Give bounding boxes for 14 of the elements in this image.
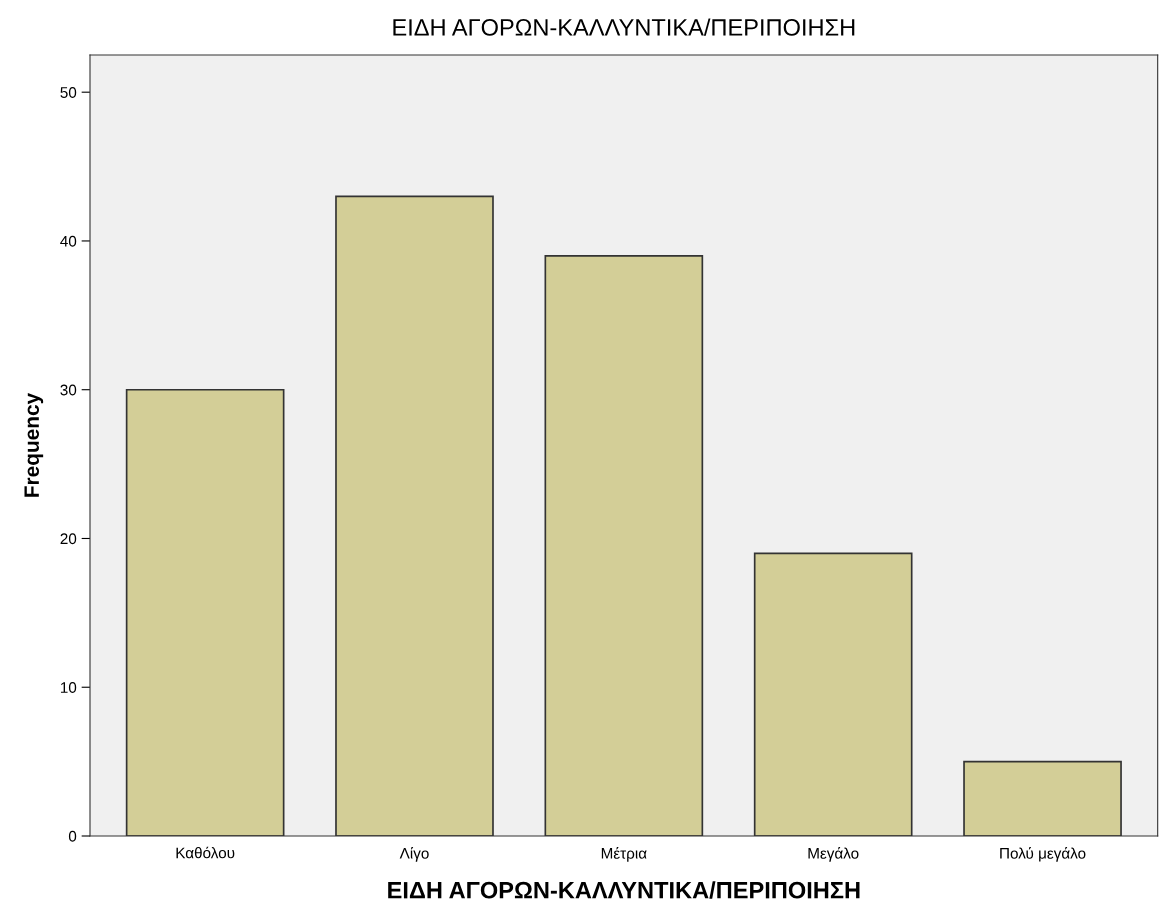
y-tick-label: 50 [60, 87, 77, 98]
x-axis-title: ΕΙΔΗ ΑΓΟΡΩΝ-ΚΑΛΛΥΝΤΙΚΑ/ΠΕΡΙΠΟΙΗΣΗ [388, 881, 860, 899]
x-tick-label: Πολύ μεγάλο [1000, 847, 1086, 862]
y-tick-label: 10 [60, 682, 77, 693]
chart-title: ΕΙΔΗ ΑΓΟΡΩΝ-ΚΑΛΛΥΝΤΙΚΑ/ΠΕΡΙΠΟΙΗΣΗ [393, 18, 855, 36]
x-tick-label: Μέτρια [601, 847, 647, 862]
x-tick-label: Λίγο [399, 847, 429, 862]
y-tick-label: 40 [60, 235, 77, 247]
y-tick-label: 0 [68, 830, 77, 842]
x-tick-label: Καθόλου [176, 846, 235, 859]
y-tick-label: 30 [60, 384, 77, 396]
y-tick-label: 20 [60, 533, 77, 545]
x-tick-label: Μεγάλο [808, 847, 859, 862]
y-axis-title: Frequency [24, 392, 44, 497]
